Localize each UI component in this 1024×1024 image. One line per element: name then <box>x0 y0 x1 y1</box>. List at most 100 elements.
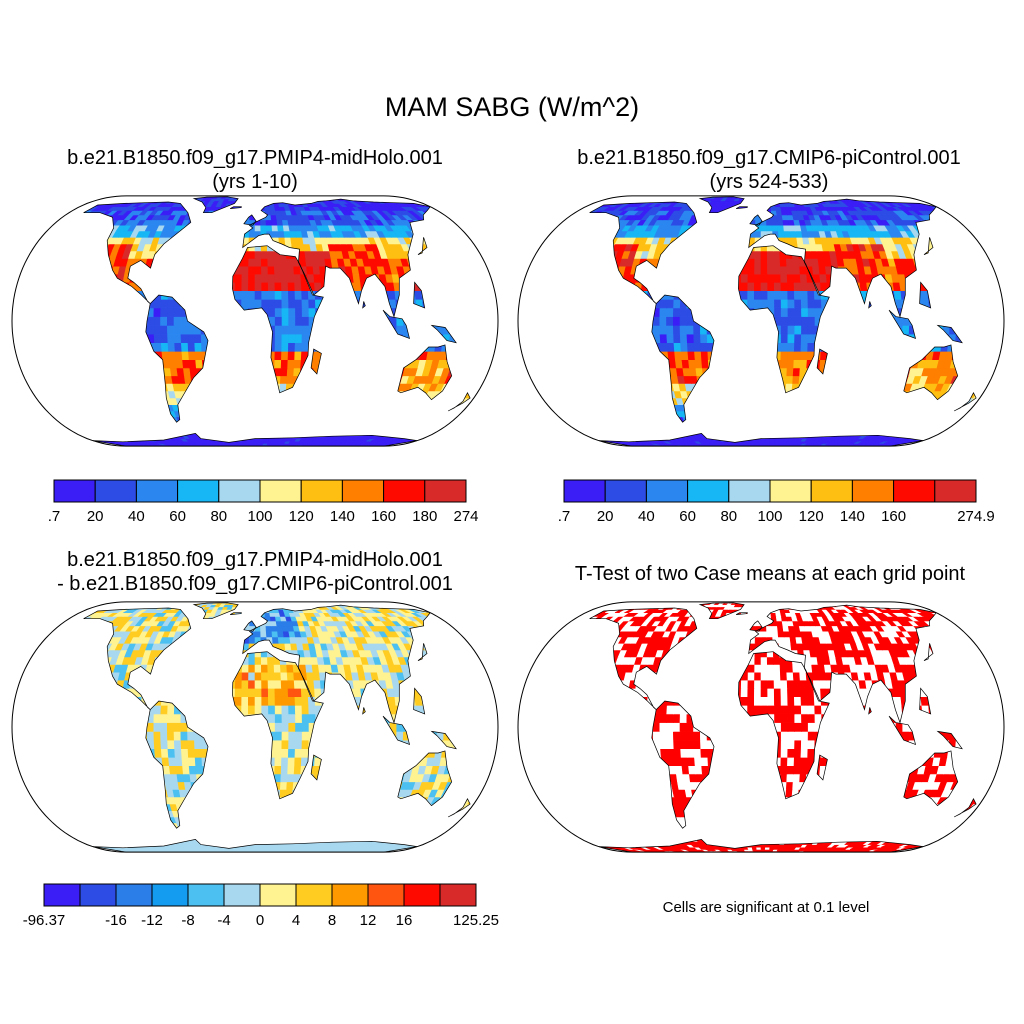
grid-cell <box>83 282 91 291</box>
grid-cell <box>454 290 464 300</box>
grid-cell <box>234 351 243 360</box>
grid-cell <box>559 411 570 417</box>
grid-cell <box>89 435 102 439</box>
grid-cell <box>791 426 799 432</box>
grid-cell <box>226 438 234 442</box>
grid-cell <box>783 410 791 418</box>
grid-cell <box>65 405 76 411</box>
grid-cell <box>557 360 566 368</box>
grid-cell <box>590 397 602 405</box>
grid-cell <box>86 410 99 418</box>
grid-cell <box>285 426 293 432</box>
grid-cell <box>961 390 973 399</box>
grid-cell <box>281 316 290 326</box>
grid-cell <box>438 236 451 245</box>
grid-cell <box>881 299 890 309</box>
grid-cell <box>61 291 69 300</box>
grid-cell <box>211 421 219 428</box>
grid-cell <box>44 391 55 398</box>
grid-cell <box>214 307 222 317</box>
grid-cell <box>706 307 715 317</box>
grid-cell <box>573 299 581 308</box>
grid-cell <box>124 438 135 442</box>
grid-cell <box>36 376 46 384</box>
grid-cell <box>532 334 540 343</box>
grid-cell <box>394 410 406 418</box>
grid-cell <box>975 333 977 343</box>
grid-cell <box>576 422 588 427</box>
grid-cell <box>721 367 730 377</box>
grid-cell <box>194 290 203 300</box>
grid-cell <box>536 376 546 384</box>
grid-cell <box>897 397 908 405</box>
grid-cell <box>268 299 276 309</box>
grid-cell <box>463 325 471 335</box>
grid-cell <box>117 426 130 432</box>
grid-cell <box>245 440 252 444</box>
grid-cell <box>135 404 146 412</box>
grid-cell <box>439 410 453 418</box>
grid-cell <box>881 307 890 317</box>
grid-cell <box>294 333 303 343</box>
grid-cell <box>312 367 321 377</box>
grid-cell <box>659 307 668 317</box>
grid-cell <box>731 435 739 439</box>
grid-cell <box>767 359 775 369</box>
grid-cell <box>766 397 774 405</box>
grid-cell <box>842 416 852 423</box>
grid-cell <box>833 431 843 436</box>
grid-cell <box>910 431 925 436</box>
grid-cell <box>341 383 351 392</box>
grid-cell <box>209 416 218 423</box>
grid-cell <box>32 308 39 317</box>
grid-cell <box>254 410 262 418</box>
grid-cell <box>795 404 803 412</box>
grid-cell <box>121 351 131 360</box>
grid-cell <box>655 359 664 369</box>
grid-cell <box>347 342 356 352</box>
grid-cell <box>579 317 586 326</box>
grid-cell <box>96 383 107 392</box>
grid-cell <box>219 224 228 232</box>
grid-cell <box>880 375 890 384</box>
grid-cell <box>649 367 659 377</box>
grid-cell <box>896 421 909 428</box>
grid-cell <box>91 219 104 226</box>
grid-cell <box>216 250 225 259</box>
grid-cell <box>560 343 568 352</box>
grid-cell <box>417 410 430 418</box>
grid-cell <box>739 426 747 432</box>
grid-cell <box>754 359 762 369</box>
grid-cell <box>742 404 750 412</box>
grid-cell <box>627 410 638 418</box>
grid-cell <box>909 316 917 326</box>
grid-cell <box>182 367 192 377</box>
grid-cell <box>448 243 461 252</box>
grid-cell <box>889 367 899 377</box>
grid-cell <box>34 291 42 300</box>
grid-cell <box>437 273 447 283</box>
grid-cell <box>196 375 205 384</box>
grid-cell <box>701 367 710 377</box>
grid-cell <box>173 307 182 317</box>
grid-cell <box>439 219 453 226</box>
grid-cell <box>862 431 874 436</box>
grid-cell <box>607 426 620 432</box>
grid-cell <box>382 325 391 335</box>
grid-cell <box>319 273 328 283</box>
grid-cell <box>195 359 204 369</box>
grid-cell <box>434 410 447 418</box>
grid-cell <box>867 397 877 405</box>
grid-cell <box>835 383 844 392</box>
grid-cell <box>174 282 183 291</box>
grid-cell <box>180 243 189 252</box>
grid-cell <box>146 325 155 335</box>
grid-cell <box>893 404 904 412</box>
grid-cell <box>800 351 808 360</box>
grid-cell <box>455 333 465 343</box>
grid-cell <box>638 375 648 384</box>
grid-cell <box>711 435 720 439</box>
grid-cell <box>286 375 294 384</box>
grid-cell <box>744 426 752 432</box>
grid-cell <box>673 421 683 428</box>
